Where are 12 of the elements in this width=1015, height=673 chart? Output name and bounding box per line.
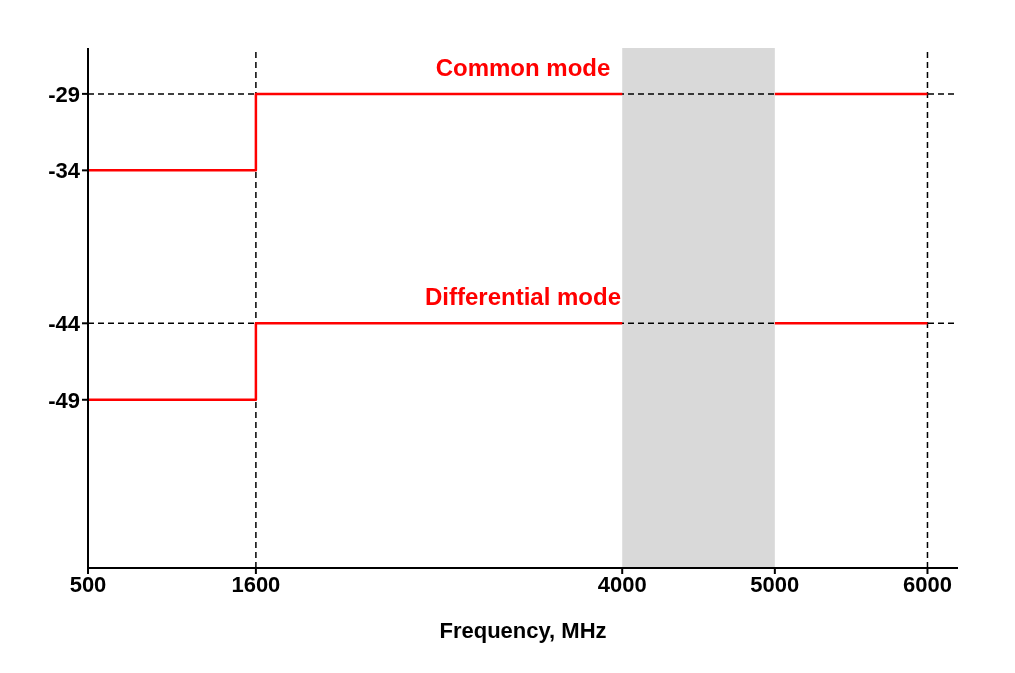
x-tick-label: 6000 — [903, 571, 952, 597]
series-label: Differential mode — [424, 283, 622, 311]
y-tick-label: -29 — [48, 81, 80, 107]
x-tick-label: 5000 — [750, 571, 800, 597]
x-tick-label: 500 — [69, 571, 107, 597]
y-tick-label: -49 — [48, 387, 80, 413]
y-tick-label: -34 — [48, 158, 81, 184]
y-tick-label: -44 — [48, 311, 81, 337]
x-axis-title: Frequency, MHz — [439, 618, 607, 643]
x-tick-label: 1600 — [231, 571, 281, 597]
x-tick-label: 4000 — [597, 571, 647, 597]
series-label: Common mode — [435, 53, 611, 81]
